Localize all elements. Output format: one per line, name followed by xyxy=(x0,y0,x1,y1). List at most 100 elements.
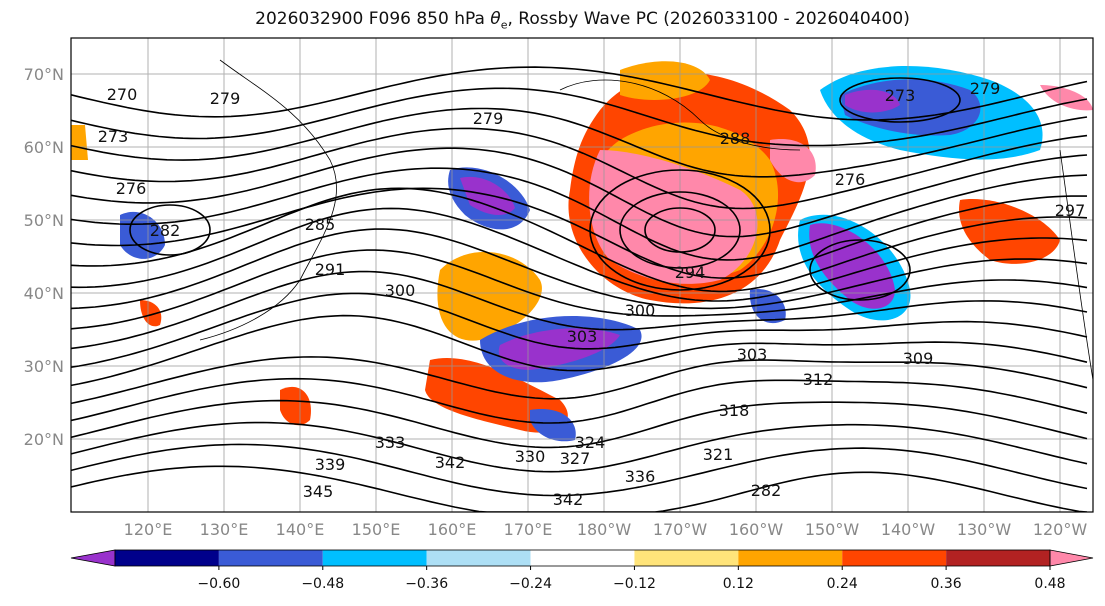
contour-line xyxy=(71,443,1088,497)
latitude-labels: 70°N 60°N 50°N 40°N 30°N 20°N xyxy=(24,65,64,449)
colorbar-segment xyxy=(115,550,219,566)
contour-label: 279 xyxy=(970,79,1001,98)
contour-label: 276 xyxy=(116,179,147,198)
colorbar-extend-min xyxy=(70,549,116,567)
colorbar-segment xyxy=(738,550,843,566)
longitude-label: 180°W xyxy=(577,520,632,539)
contour-line xyxy=(71,314,1088,387)
contour-loop xyxy=(589,169,771,291)
contour-line xyxy=(71,207,1088,302)
contour-label: 318 xyxy=(719,401,750,420)
map-gridlines xyxy=(71,38,1093,512)
colorbar-tick-label: 0.36 xyxy=(931,576,962,592)
colorbar-tick-label: −0.60 xyxy=(197,576,240,592)
contour-line xyxy=(71,399,1088,449)
colorbar-tick-label: −0.48 xyxy=(301,576,344,592)
colorbar-segment xyxy=(218,550,323,566)
contour-label: 330 xyxy=(515,447,546,466)
contour-line xyxy=(71,270,1088,350)
contour-label: 303 xyxy=(567,327,598,346)
contour-line xyxy=(71,465,1088,512)
theta-e-contours xyxy=(71,66,1088,512)
contour-loop xyxy=(839,77,961,123)
contour-label: 333 xyxy=(375,433,406,452)
contour-label: 342 xyxy=(435,453,466,472)
coastline-north-america xyxy=(1059,149,1093,381)
map-frame xyxy=(70,37,1094,513)
contour-label: 300 xyxy=(625,301,656,320)
longitude-label: 150°W xyxy=(805,520,860,539)
contour-label: 303 xyxy=(737,345,768,364)
contour-loop xyxy=(619,191,741,269)
contour-line xyxy=(71,187,1088,293)
map-panel: 270 273 279 279 276 282 285 291 300 303 300 294 303 3… xyxy=(71,38,1093,512)
contour-label: 279 xyxy=(473,109,504,128)
longitude-label: 140°W xyxy=(881,520,936,539)
contour-line xyxy=(71,377,1088,424)
contour-label: 327 xyxy=(560,449,591,468)
contour-label: 273 xyxy=(98,127,129,146)
longitude-label: 160°W xyxy=(729,520,784,539)
longitude-label: 170°W xyxy=(653,520,708,539)
colorbar-extend-max xyxy=(1049,549,1094,567)
colorbar-segment xyxy=(426,550,531,566)
contour-line xyxy=(71,167,1088,261)
contour-loop xyxy=(644,207,716,253)
longitude-labels: 120°E 130°E 140°E 150°E 160°E 170°E 180°W 170°W… xyxy=(124,520,1088,539)
contour-label: 339 xyxy=(315,455,346,474)
longitude-label: 150°E xyxy=(352,520,401,539)
contour-label: 324 xyxy=(575,433,606,452)
colorbar-tick-label: −0.24 xyxy=(509,576,552,592)
colorbar-ticks: −0.60 −0.48 −0.36 −0.24 −0.12 0.12 0.24 0.36 0.4… xyxy=(197,566,1066,592)
contour-label: 321 xyxy=(703,445,734,464)
latitude-label: 30°N xyxy=(24,357,64,376)
longitude-label: 170°E xyxy=(504,520,553,539)
contour-label: 285 xyxy=(305,215,336,234)
longitude-label: 120°W xyxy=(1033,520,1088,539)
contour-line xyxy=(71,127,1088,210)
contour-label: 345 xyxy=(303,482,334,501)
colorbar-tick-label: −0.36 xyxy=(405,576,448,592)
contour-line xyxy=(71,421,1088,473)
longitude-label: 130°E xyxy=(200,520,249,539)
contour-label: 291 xyxy=(315,260,346,279)
contour-labels: 270 273 279 279 276 282 285 291 300 303 300 294 303 3… xyxy=(98,79,1086,509)
colorbar-tick-label: 0.24 xyxy=(827,576,858,592)
contour-label: 276 xyxy=(835,170,866,189)
contour-label: 273 xyxy=(885,86,916,105)
contour-label: 282 xyxy=(150,221,181,240)
longitude-label: 140°E xyxy=(276,520,325,539)
colorbar-outline xyxy=(114,549,1051,567)
contour-label: 279 xyxy=(210,89,241,108)
coastline-alaska xyxy=(559,79,801,151)
contour-loop xyxy=(129,204,211,256)
colorbar-segment xyxy=(634,550,739,566)
contour-label: 270 xyxy=(107,85,138,104)
contour-label: 282 xyxy=(751,481,782,500)
latitude-label: 70°N xyxy=(24,65,64,84)
contour-label: 342 xyxy=(553,490,584,509)
contour-line xyxy=(71,249,1088,330)
contour-line xyxy=(71,87,1088,147)
latitude-label: 50°N xyxy=(24,211,64,230)
contour-line xyxy=(71,356,1088,405)
colorbar-segment xyxy=(842,550,947,566)
colorbar-tick-label: −0.12 xyxy=(613,576,656,592)
longitude-label: 160°E xyxy=(428,520,477,539)
colorbar-tick-label: 0.48 xyxy=(1034,576,1065,592)
contour-line xyxy=(71,292,1088,368)
contour-line xyxy=(71,66,1088,121)
colorbar-segment xyxy=(946,550,1050,566)
contour-label: 294 xyxy=(675,263,706,282)
contour-line xyxy=(71,228,1088,310)
colorbar-segment xyxy=(322,550,427,566)
contour-label: 309 xyxy=(903,349,934,368)
contour-label: 312 xyxy=(803,370,834,389)
contour-label: 300 xyxy=(385,281,416,300)
colorbar-tick-label: 0.12 xyxy=(723,576,754,592)
coastline xyxy=(199,59,337,341)
colorbar-segment xyxy=(530,550,635,566)
contour-line xyxy=(71,107,1088,178)
contour-line xyxy=(71,147,1088,238)
